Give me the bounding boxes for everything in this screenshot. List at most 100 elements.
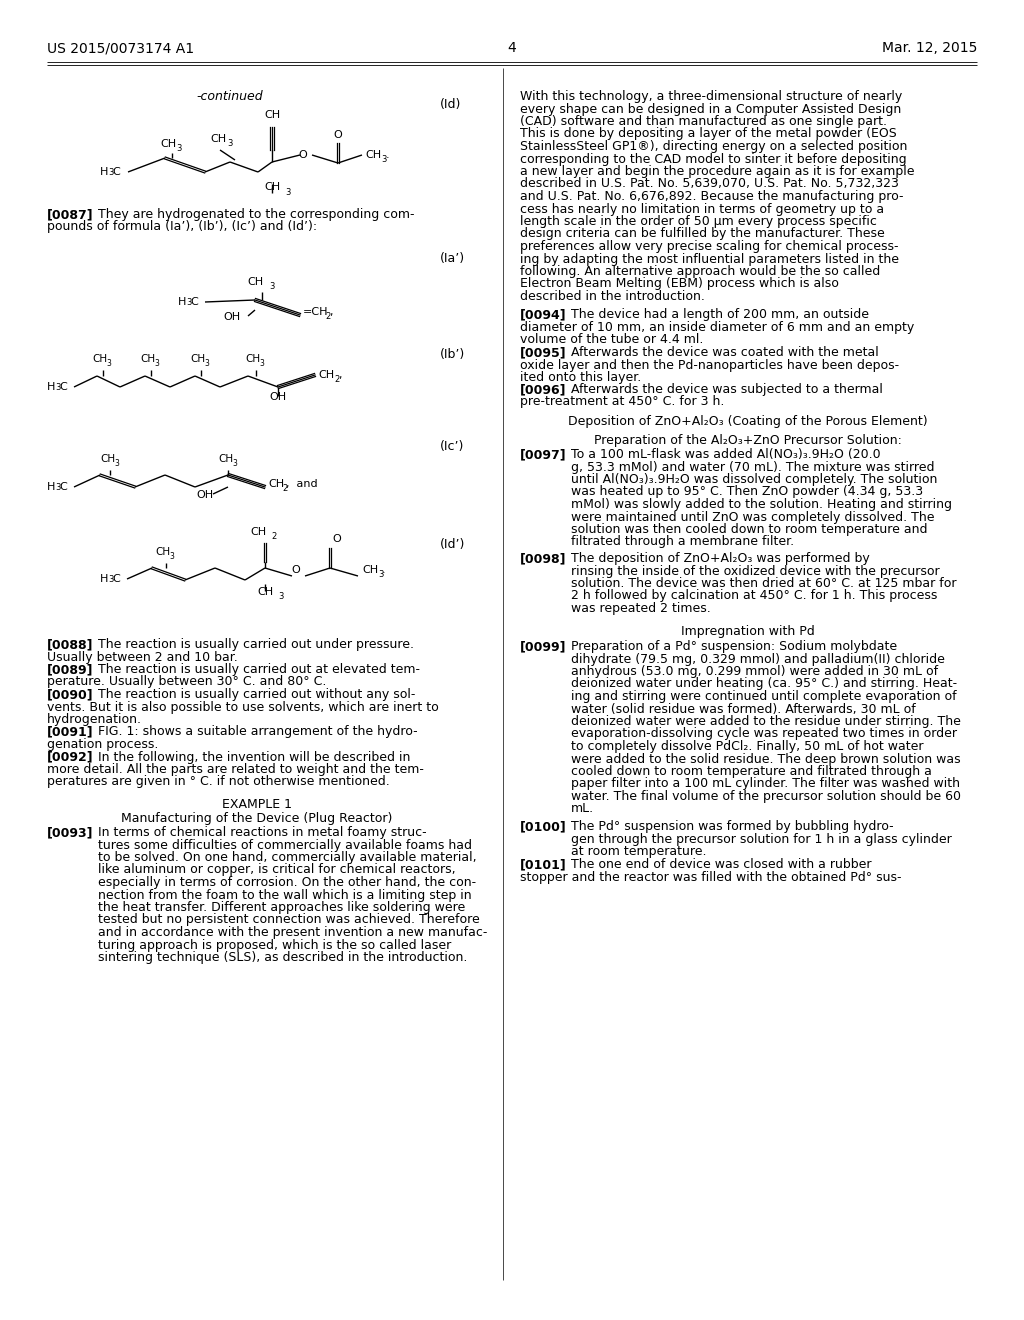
Text: CH: CH xyxy=(264,182,280,191)
Text: 3: 3 xyxy=(232,459,237,469)
Text: H: H xyxy=(100,574,109,583)
Text: The deposition of ZnO+Al₂O₃ was performed by: The deposition of ZnO+Al₂O₃ was performe… xyxy=(571,552,869,565)
Text: 3: 3 xyxy=(169,552,174,561)
Text: CH: CH xyxy=(264,110,280,120)
Text: pre-treatment at 450° C. for 3 h.: pre-treatment at 450° C. for 3 h. xyxy=(520,396,724,408)
Text: was heated up to 95° C. Then ZnO powder (4.34 g, 53.3: was heated up to 95° C. Then ZnO powder … xyxy=(571,486,923,499)
Text: 2: 2 xyxy=(271,532,276,541)
Text: 3: 3 xyxy=(154,359,159,368)
Text: water. The final volume of the precursor solution should be 60: water. The final volume of the precursor… xyxy=(571,789,961,803)
Text: evaporation-dissolving cycle was repeated two times in order: evaporation-dissolving cycle was repeate… xyxy=(571,727,957,741)
Text: Deposition of ZnO+Al₂O₃ (Coating of the Porous Element): Deposition of ZnO+Al₂O₃ (Coating of the … xyxy=(568,414,928,428)
Text: Afterwards the device was coated with the metal: Afterwards the device was coated with th… xyxy=(571,346,879,359)
Text: [0100]: [0100] xyxy=(520,820,566,833)
Text: and U.S. Pat. No. 6,676,892. Because the manufacturing pro-: and U.S. Pat. No. 6,676,892. Because the… xyxy=(520,190,903,203)
Text: C: C xyxy=(112,168,120,177)
Text: [0094]: [0094] xyxy=(520,308,566,321)
Text: The one end of device was closed with a rubber: The one end of device was closed with a … xyxy=(571,858,871,871)
Text: Preparation of a Pd° suspension: Sodium molybdate: Preparation of a Pd° suspension: Sodium … xyxy=(571,640,897,653)
Text: [0087]: [0087] xyxy=(47,209,93,220)
Text: CH: CH xyxy=(247,277,263,286)
Text: Electron Beam Melting (EBM) process which is also: Electron Beam Melting (EBM) process whic… xyxy=(520,277,839,290)
Text: following. An alternative approach would be the so called: following. An alternative approach would… xyxy=(520,265,881,279)
Text: nection from the foam to the wall which is a limiting step in: nection from the foam to the wall which … xyxy=(98,888,472,902)
Text: 3: 3 xyxy=(176,144,181,153)
Text: CH: CH xyxy=(160,139,176,149)
Text: O: O xyxy=(334,129,342,140)
Text: oxide layer and then the Pd-nanoparticles have been depos-: oxide layer and then the Pd-nanoparticle… xyxy=(520,359,899,371)
Text: [0088]: [0088] xyxy=(47,638,93,651)
Text: tures some difficulties of commercially available foams had: tures some difficulties of commercially … xyxy=(98,838,472,851)
Text: CH: CH xyxy=(210,135,226,144)
Text: 3: 3 xyxy=(278,591,284,601)
Text: [0098]: [0098] xyxy=(520,552,566,565)
Text: They are hydrogenated to the corresponding com-: They are hydrogenated to the correspondi… xyxy=(98,209,415,220)
Text: =CH: =CH xyxy=(303,308,329,317)
Text: until Al(NO₃)₃.9H₂O was dissolved completely. The solution: until Al(NO₃)₃.9H₂O was dissolved comple… xyxy=(571,473,937,486)
Text: cooled down to room temperature and filtrated through a: cooled down to room temperature and filt… xyxy=(571,766,932,777)
Text: CH: CH xyxy=(92,354,108,364)
Text: anhydrous (53.0 mg, 0.299 mmol) were added in 30 mL of: anhydrous (53.0 mg, 0.299 mmol) were add… xyxy=(571,665,938,678)
Text: 3: 3 xyxy=(381,154,386,164)
Text: at room temperature.: at room temperature. xyxy=(571,845,707,858)
Text: OH: OH xyxy=(197,490,214,500)
Text: (Id): (Id) xyxy=(440,98,462,111)
Text: 2: 2 xyxy=(334,375,339,384)
Text: Mar. 12, 2015: Mar. 12, 2015 xyxy=(882,41,977,55)
Text: 3: 3 xyxy=(227,139,232,148)
Text: 3: 3 xyxy=(55,383,60,392)
Text: [0093]: [0093] xyxy=(47,826,93,840)
Text: the heat transfer. Different approaches like soldering were: the heat transfer. Different approaches … xyxy=(98,902,465,913)
Text: corresponding to the CAD model to sinter it before depositing: corresponding to the CAD model to sinter… xyxy=(520,153,906,165)
Text: stopper and the reactor was filled with the obtained Pd° sus-: stopper and the reactor was filled with … xyxy=(520,870,901,883)
Text: With this technology, a three-dimensional structure of nearly: With this technology, a three-dimensiona… xyxy=(520,90,902,103)
Text: hydrogenation.: hydrogenation. xyxy=(47,713,142,726)
Text: CH: CH xyxy=(218,454,233,465)
Text: 2 h followed by calcination at 450° C. for 1 h. This process: 2 h followed by calcination at 450° C. f… xyxy=(571,590,937,602)
Text: genation process.: genation process. xyxy=(47,738,159,751)
Text: 3: 3 xyxy=(259,359,264,368)
Text: CH: CH xyxy=(100,454,115,465)
Text: [0097]: [0097] xyxy=(520,447,566,461)
Text: Impregnation with Pd: Impregnation with Pd xyxy=(681,624,815,638)
Text: In the following, the invention will be described in: In the following, the invention will be … xyxy=(98,751,411,763)
Text: dihydrate (79.5 mg, 0.329 mmol) and palladium(II) chloride: dihydrate (79.5 mg, 0.329 mmol) and pall… xyxy=(571,652,945,665)
Text: deionized water under heating (ca. 95° C.) and stirring. Heat-: deionized water under heating (ca. 95° C… xyxy=(571,677,957,690)
Text: C: C xyxy=(59,482,67,492)
Text: CH: CH xyxy=(250,527,266,537)
Text: H: H xyxy=(178,297,186,308)
Text: O: O xyxy=(332,535,341,544)
Text: The device had a length of 200 mm, an outside: The device had a length of 200 mm, an ou… xyxy=(571,308,869,321)
Text: Preparation of the Al₂O₃+ZnO Precursor Solution:: Preparation of the Al₂O₃+ZnO Precursor S… xyxy=(594,434,902,447)
Text: especially in terms of corrosion. On the other hand, the con-: especially in terms of corrosion. On the… xyxy=(98,876,476,888)
Text: ited onto this layer.: ited onto this layer. xyxy=(520,371,641,384)
Text: The reaction is usually carried out without any sol-: The reaction is usually carried out with… xyxy=(98,688,416,701)
Text: CH: CH xyxy=(318,370,334,380)
Text: The reaction is usually carried out under pressure.: The reaction is usually carried out unde… xyxy=(98,638,414,651)
Text: OH: OH xyxy=(223,312,241,322)
Text: 3: 3 xyxy=(114,459,119,469)
Text: solution was then cooled down to room temperature and: solution was then cooled down to room te… xyxy=(571,523,928,536)
Text: This is done by depositing a layer of the metal powder (EOS: This is done by depositing a layer of th… xyxy=(520,128,897,140)
Text: preferences allow very precise scaling for chemical process-: preferences allow very precise scaling f… xyxy=(520,240,898,253)
Text: diameter of 10 mm, an inside diameter of 6 mm and an empty: diameter of 10 mm, an inside diameter of… xyxy=(520,321,914,334)
Text: Manufacturing of the Device (Plug Reactor): Manufacturing of the Device (Plug Reacto… xyxy=(121,812,392,825)
Text: US 2015/0073174 A1: US 2015/0073174 A1 xyxy=(47,41,195,55)
Text: (Id’): (Id’) xyxy=(440,539,465,550)
Text: 3: 3 xyxy=(55,483,60,492)
Text: vents. But it is also possible to use solvents, which are inert to: vents. But it is also possible to use so… xyxy=(47,701,438,714)
Text: CH: CH xyxy=(245,354,260,364)
Text: 4: 4 xyxy=(508,41,516,55)
Text: ing and stirring were continued until complete evaporation of: ing and stirring were continued until co… xyxy=(571,690,956,704)
Text: mL.: mL. xyxy=(571,803,594,816)
Text: 3: 3 xyxy=(108,576,114,583)
Text: [0089]: [0089] xyxy=(47,663,93,676)
Text: pounds of formula (Ia’), (Ib’), (Ic’) and (Id’):: pounds of formula (Ia’), (Ib’), (Ic’) an… xyxy=(47,220,317,234)
Text: described in U.S. Pat. No. 5,639,070, U.S. Pat. No. 5,732,323: described in U.S. Pat. No. 5,639,070, U.… xyxy=(520,177,899,190)
Text: [0092]: [0092] xyxy=(47,751,93,763)
Text: 3: 3 xyxy=(186,298,191,308)
Text: CH: CH xyxy=(268,479,284,488)
Text: C: C xyxy=(190,297,198,308)
Text: cess has nearly no limitation in terms of geometry up to a: cess has nearly no limitation in terms o… xyxy=(520,202,884,215)
Text: was repeated 2 times.: was repeated 2 times. xyxy=(571,602,711,615)
